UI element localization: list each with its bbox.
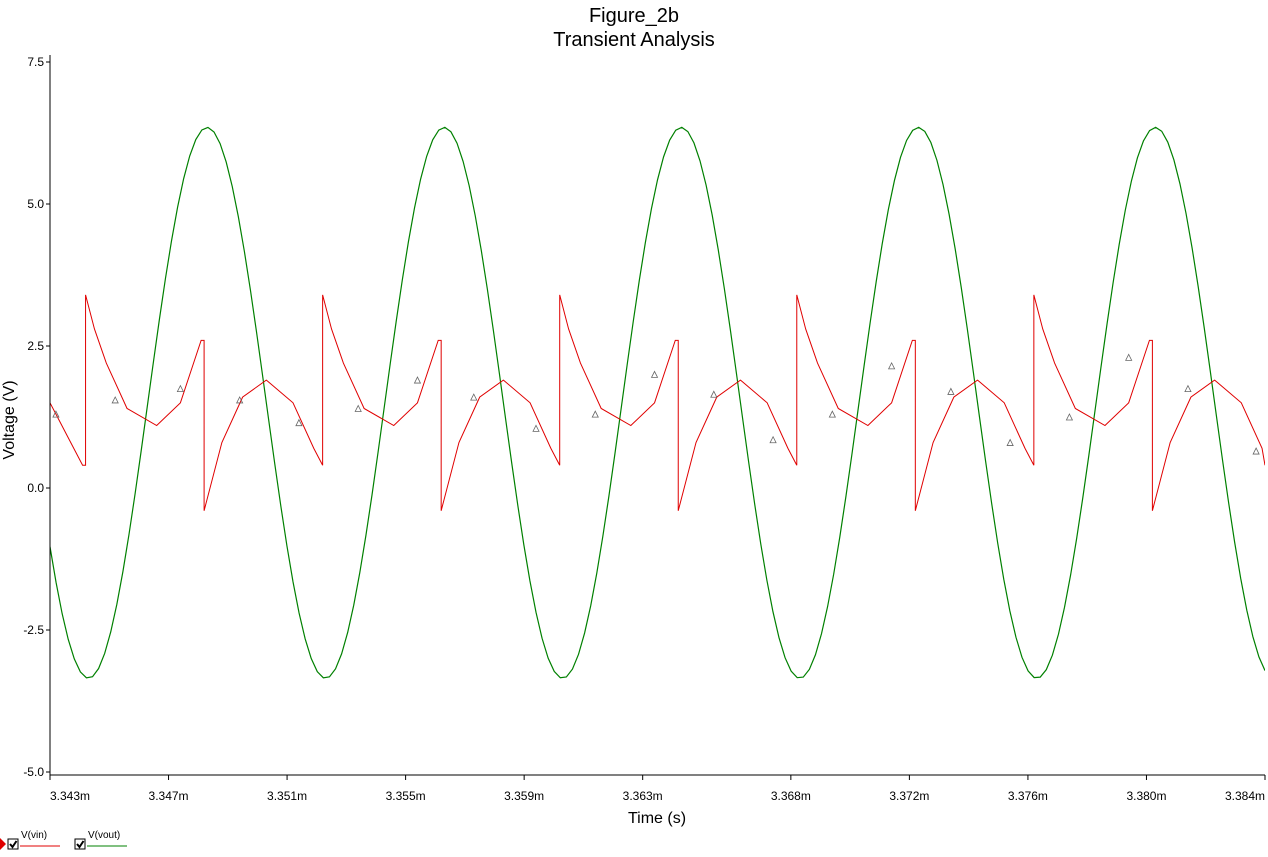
y-tick-label: 2.5	[27, 339, 44, 353]
y-tick-label: 0.0	[27, 481, 44, 495]
checkmark-icon	[9, 840, 18, 849]
y-tick-label: -5.0	[23, 765, 44, 779]
vin-triangle-marker	[591, 410, 599, 418]
vin-triangle-marker	[769, 435, 777, 444]
legend-label-vin: V(vin)	[21, 830, 47, 841]
vin-triangle-marker	[52, 410, 60, 418]
x-tick-label: 3.363m	[623, 789, 663, 803]
x-axis-label: Time (s)	[628, 810, 686, 827]
legend-checkbox-vout[interactable]	[74, 838, 86, 850]
vin-triangle-marker	[1184, 384, 1192, 392]
y-tick-label: 7.5	[27, 55, 44, 69]
x-tick-label: 3.368m	[771, 789, 811, 803]
legend: V(vin) V(vout)	[0, 830, 127, 850]
vin-triangle-marker	[1252, 447, 1260, 455]
vin-triangle-marker	[887, 361, 896, 370]
x-tick-label: 3.351m	[267, 789, 307, 803]
checkmark-icon	[76, 840, 85, 849]
legend-label-vout: V(vout)	[88, 830, 120, 841]
legend-item-vout[interactable]: V(vout)	[74, 830, 127, 850]
vin-triangle-marker	[470, 393, 478, 401]
vin-triangle-marker	[354, 404, 362, 412]
vin-triangle-marker	[236, 396, 244, 404]
x-tick-label: 3.343m	[50, 789, 90, 803]
vin-triangle-marker	[828, 410, 836, 418]
legend-item-vin[interactable]: V(vin)	[7, 830, 60, 850]
vin-triangle-marker	[1006, 438, 1014, 446]
series-line-vout	[50, 126, 1265, 679]
vin-triangle-marker	[947, 387, 955, 395]
x-tick-label: 3.359m	[504, 789, 544, 803]
x-tick-label: 3.355m	[386, 789, 426, 803]
vin-triangle-marker	[413, 376, 422, 384]
x-tick-label: 3.380m	[1126, 789, 1166, 803]
vin-triangle-marker	[710, 390, 718, 398]
series-line-vin	[50, 294, 1265, 511]
legend-checkbox-vin[interactable]	[7, 838, 19, 850]
vin-triangle-marker	[111, 396, 119, 404]
vin-triangle-marker	[176, 384, 185, 392]
vin-triangle-marker	[1125, 353, 1133, 361]
y-tick-label: 5.0	[27, 197, 44, 211]
chart-subtitle: Transient Analysis	[553, 29, 715, 51]
x-tick-label: 3.384m	[1225, 789, 1265, 803]
vin-triangle-marker	[532, 424, 540, 432]
y-tick-label: -2.5	[23, 623, 44, 637]
vin-triangle-marker	[295, 418, 303, 427]
vin-triangle-marker	[1065, 413, 1074, 421]
vin-triangle-marker	[650, 370, 659, 378]
chart-title: Figure_2b	[589, 5, 679, 27]
x-tick-label: 3.372m	[889, 789, 929, 803]
x-tick-label: 3.347m	[149, 789, 189, 803]
x-tick-label: 3.376m	[1008, 789, 1048, 803]
active-legend-marker-icon	[0, 838, 6, 850]
y-axis-label: Voltage (V)	[1, 380, 18, 459]
